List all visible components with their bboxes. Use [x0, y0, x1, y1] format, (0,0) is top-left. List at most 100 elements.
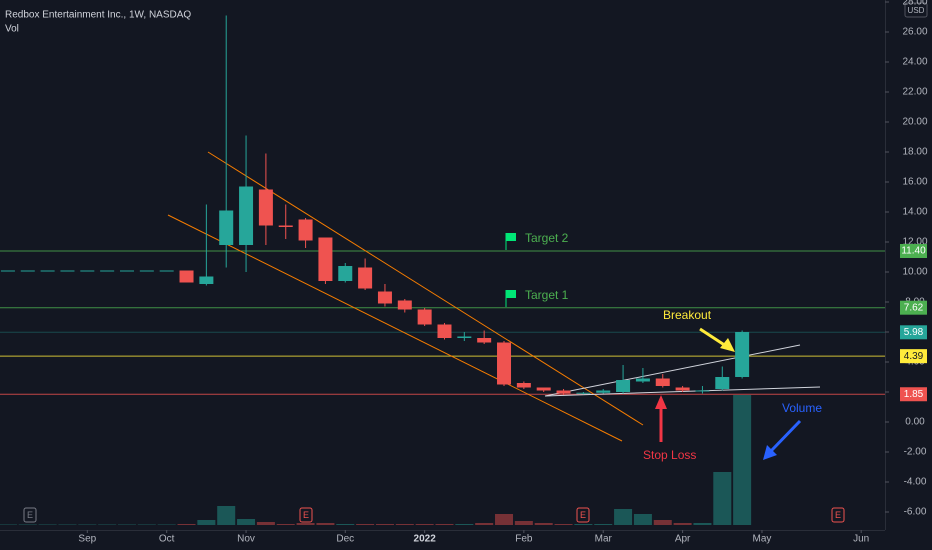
y-tick-label: -6.00 [904, 507, 927, 518]
volume-bar [534, 523, 553, 525]
volume-bar [514, 521, 533, 525]
y-tick-label: 10.00 [902, 267, 927, 278]
candle-body [735, 331, 750, 377]
x-tick-label: Mar [595, 534, 613, 545]
level-label-bg [900, 243, 927, 258]
level-label: 4.39 [904, 351, 924, 362]
candle-body [159, 270, 174, 272]
candle-body [258, 189, 273, 226]
candle-body [239, 186, 254, 245]
candle-body [100, 270, 115, 272]
annotation: Breakout [663, 308, 712, 322]
currency-box [904, 2, 928, 18]
candle-body [139, 270, 154, 272]
candle-body [318, 237, 333, 281]
candle-body [675, 387, 690, 391]
candle-body [635, 378, 650, 382]
earnings-label: E [580, 510, 586, 520]
annotation: Target 1 [525, 288, 569, 302]
volume-bar [18, 524, 37, 525]
level-label-bg [900, 387, 927, 402]
x-tick-label: 2022 [414, 534, 437, 545]
volume-bar [197, 520, 216, 525]
candle-body [80, 270, 95, 272]
candle-body [457, 336, 472, 338]
candle-layer [0, 15, 750, 395]
volume-bar [673, 523, 692, 525]
volume-bar [356, 524, 375, 525]
triangle-upper [544, 344, 801, 397]
candle-body [199, 276, 214, 284]
y-tick-label: 12.00 [902, 237, 927, 248]
earnings-label: E [303, 510, 309, 520]
y-tick-label: 14.00 [902, 207, 927, 218]
annotation: Stop Loss [643, 448, 696, 462]
earnings-marker [299, 507, 313, 523]
volume-bar [435, 524, 454, 525]
volume-bar [713, 472, 732, 525]
candle-body [516, 382, 531, 388]
y-tick-label: -2.00 [904, 447, 927, 458]
volume-bar [693, 523, 712, 525]
y-tick-label: -4.00 [904, 477, 927, 488]
volume-bar [395, 524, 414, 525]
candle-body [20, 270, 35, 272]
volume-bar [38, 524, 57, 525]
candle-body [695, 390, 710, 392]
volume-bar [316, 523, 335, 525]
volume-bar [137, 524, 156, 525]
volume-bar [237, 519, 256, 525]
candle-body [497, 342, 512, 385]
earnings-marker [576, 507, 590, 523]
volume-bar [375, 524, 394, 525]
x-tick-label: Sep [78, 534, 96, 545]
annotation: Volume [782, 401, 822, 415]
flag [506, 233, 516, 241]
arrow-head [655, 395, 667, 409]
x-tick-label: Feb [515, 534, 533, 545]
candle-body [278, 225, 293, 227]
candle-body [219, 210, 234, 245]
volume-bar [78, 524, 97, 525]
candle-body [655, 378, 670, 386]
volume-bar [455, 524, 474, 525]
volume-bar [574, 524, 593, 525]
axis-layer: 28.00 26.00 24.00 22.00 20.00 18.00 16.00 14.00… [23, 0, 928, 545]
x-tick-label: Apr [675, 534, 691, 545]
x-tick-label: May [753, 534, 772, 545]
annotation: Target 2 [525, 231, 569, 245]
candle-body [576, 392, 591, 394]
volume-bar [157, 524, 176, 525]
volume-bar [653, 520, 672, 525]
channel-upper [207, 151, 644, 426]
volume-legend: Vol [5, 24, 19, 35]
volume-bar [733, 395, 752, 525]
level-label: 5.98 [904, 327, 924, 338]
arrow-head [763, 445, 777, 460]
candle-body [437, 324, 452, 338]
candle-body [358, 267, 373, 289]
x-tick-label: Oct [159, 534, 175, 545]
earnings-marker [23, 507, 37, 523]
volume-bar [633, 514, 652, 525]
y-tick-label: 26.00 [902, 27, 927, 38]
volume-bar [475, 523, 494, 525]
channel-lower [167, 214, 623, 442]
volume-bar [276, 524, 295, 525]
candle-body [179, 270, 194, 283]
candle-body [417, 309, 432, 325]
x-tick-label: Jun [853, 534, 869, 545]
level-label: 1.85 [904, 389, 924, 400]
flag [506, 290, 516, 298]
y-tick-label: 16.00 [902, 177, 927, 188]
arrow [699, 327, 727, 348]
candle-body [556, 390, 571, 394]
x-tick-label: Dec [336, 534, 354, 545]
y-tick-label: 18.00 [902, 147, 927, 158]
volume-bar [554, 524, 573, 525]
earnings-label: E [835, 510, 841, 520]
currency: USD [908, 6, 925, 15]
